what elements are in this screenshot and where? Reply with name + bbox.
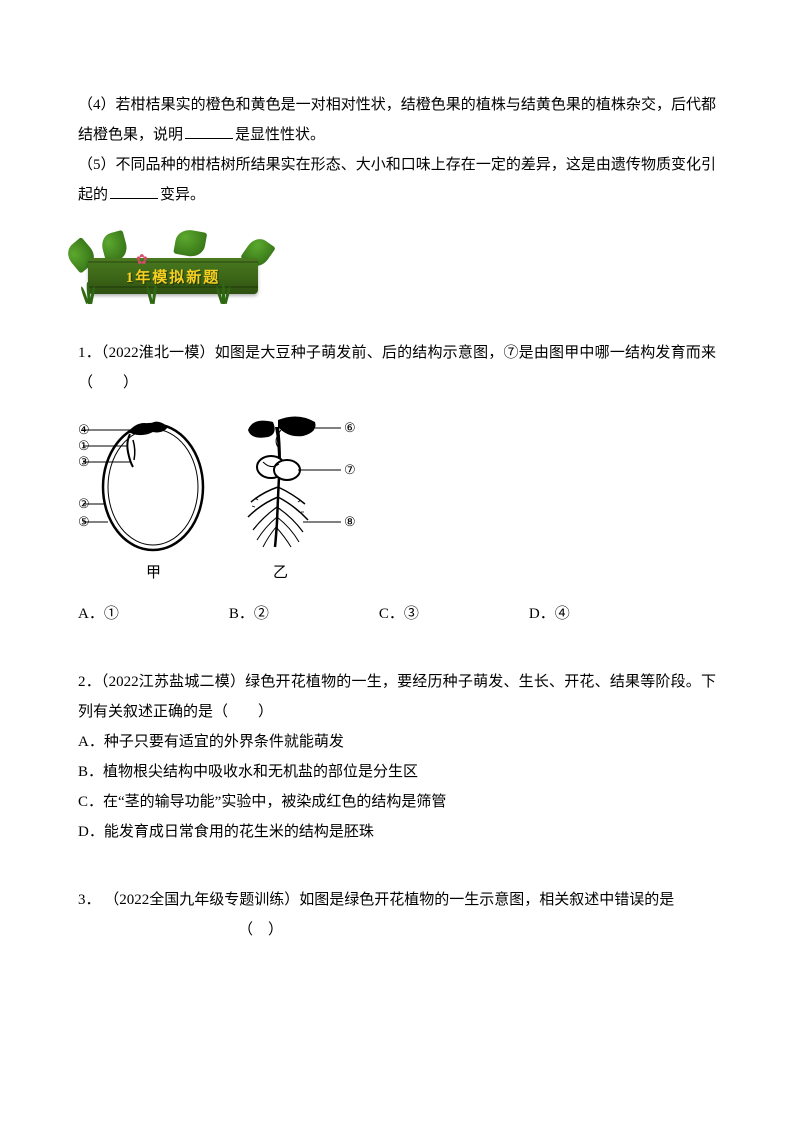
q2-stem-text: 2．（2022江苏盐城二模）绿色开花植物的一生，要经历种子萌发、生长、开花、结果… (78, 674, 716, 720)
section-banner: 1年模拟新题 (78, 230, 278, 310)
diagram-label-1: ① (78, 438, 90, 453)
diagram-label-3: ③ (78, 454, 90, 469)
blank-variation[interactable] (110, 181, 158, 199)
seed-figure (83, 422, 203, 550)
leaf-icon (173, 228, 207, 259)
q2-option-b[interactable]: B．植物根尖结构中吸收水和无机盐的部位是分生区 (78, 757, 716, 787)
intro-paragraph-4: （4）若柑桔果实的橙色和黄色是一对相对性状，结橙色果的植株与结黄色果的植株杂交，… (78, 90, 716, 150)
question-1-stem: 1．（2022淮北一模）如图是大豆种子萌发前、后的结构示意图，⑦是由图甲中哪一结… (78, 338, 716, 398)
question-3-stem-line1: 3． （2022全国九年级专题训练）如图是绿色开花植物的一生示意图，相关叙述中错… (78, 885, 716, 915)
seed-germination-diagram: ④ ① ③ ② ⑤ 甲 (78, 412, 398, 587)
q1-option-a[interactable]: A．① (78, 599, 119, 629)
blank-dominant-trait[interactable] (185, 121, 233, 139)
flower-icon (136, 252, 150, 266)
q1-options: A．① B．② C．③ D．④ (78, 599, 716, 629)
q2-option-a[interactable]: A．种子只要有适宜的外界条件就能萌发 (78, 727, 716, 757)
seedling-figure (248, 416, 341, 547)
question-2-stem: 2．（2022江苏盐城二模）绿色开花植物的一生，要经历种子萌发、生长、开花、结果… (78, 667, 716, 727)
question-3: 3． （2022全国九年级专题训练）如图是绿色开花植物的一生示意图，相关叙述中错… (78, 885, 716, 945)
q1-diagram: ④ ① ③ ② ⑤ 甲 (78, 412, 398, 587)
diagram-label-2: ② (78, 496, 90, 511)
question-3-stem-line2: （ ） (78, 915, 716, 945)
q1-option-d[interactable]: D．④ (529, 599, 570, 629)
q3-stem-part1: 3． （2022全国九年级专题训练）如图是绿色开花植物的一生示意图，相关叙述中错… (78, 892, 674, 908)
diagram-label-4: ④ (78, 422, 90, 437)
q1-stem-text: 1．（2022淮北一模）如图是大豆种子萌发前、后的结构示意图，⑦是由图甲中哪一结… (78, 345, 716, 391)
diagram-caption-jia: 甲 (146, 565, 161, 581)
q2-option-d[interactable]: D．能发育成日常食用的花生米的结构是胚珠 (78, 817, 716, 847)
q1-option-c[interactable]: C．③ (379, 599, 419, 629)
banner-plank: 1年模拟新题 (88, 258, 258, 294)
intro-p4-text: （4）若柑桔果实的橙色和黄色是一对相对性状，结橙色果的植株与结黄色果的植株杂交，… (78, 97, 716, 143)
diagram-label-6: ⑥ (344, 420, 356, 435)
q1-option-b[interactable]: B．② (229, 599, 269, 629)
question-2: 2．（2022江苏盐城二模）绿色开花植物的一生，要经历种子萌发、生长、开花、结果… (78, 667, 716, 847)
intro-p5-tail: 变异。 (160, 187, 205, 203)
q3-stem-part2: （ ） (238, 922, 283, 938)
diagram-label-8: ⑧ (344, 514, 356, 529)
diagram-label-5: ⑤ (78, 514, 90, 529)
diagram-caption-yi: 乙 (273, 565, 288, 581)
diagram-label-7: ⑦ (344, 462, 356, 477)
q2-option-c[interactable]: C．在“茎的输导功能”实验中，被染成红色的结构是筛管 (78, 787, 716, 817)
intro-paragraph-5: （5）不同品种的柑桔树所结果实在形态、大小和口味上存在一定的差异，这是由遗传物质… (78, 150, 716, 210)
intro-p4-tail: 是显性性状。 (235, 127, 325, 143)
